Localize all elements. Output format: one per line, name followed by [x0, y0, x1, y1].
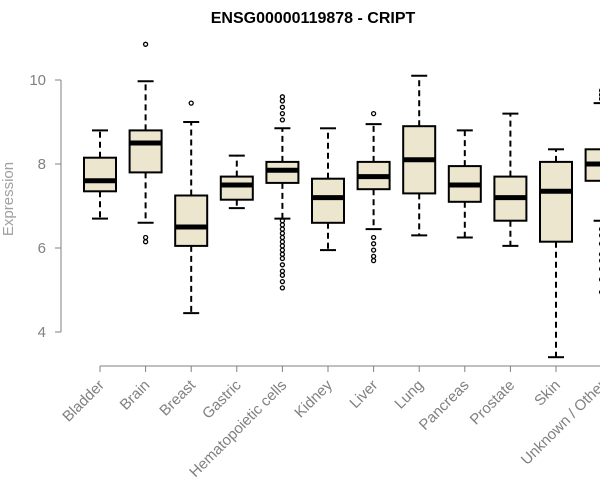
y-tick-label: 10: [29, 72, 46, 89]
outlier-point: [279, 234, 286, 241]
outlier-point: [279, 218, 286, 224]
outlier-point: [279, 222, 286, 228]
outlier-point: [370, 110, 377, 117]
x-tick-label: Liver: [346, 377, 381, 412]
outlier-point: [279, 226, 286, 232]
y-tick-label: 4: [38, 324, 46, 341]
x-tick-label: Lung: [391, 377, 427, 413]
outlier-point: [279, 98, 286, 104]
x-tick-label: Pancreas: [416, 377, 473, 434]
outlier-point: [279, 239, 286, 245]
outlier-point: [370, 257, 377, 264]
box-iqr: [83, 156, 117, 193]
x-tick-label: Brain: [117, 377, 154, 414]
x-tick-label: Prostate: [467, 377, 519, 429]
outlier-point: [279, 255, 286, 262]
outlier-point: [279, 272, 286, 278]
outlier-point: [279, 278, 286, 285]
outlier-point: [142, 41, 149, 47]
box-iqr: [128, 129, 163, 174]
outlier-point: [279, 230, 286, 236]
box-iqr: [219, 175, 254, 201]
y-tick-label: 8: [38, 156, 46, 173]
outlier-point: [370, 234, 377, 241]
x-tick-label: Breast: [156, 376, 199, 419]
outlier-point: [279, 285, 286, 291]
outlier-point: [279, 110, 286, 117]
box-iqr: [174, 194, 209, 247]
x-tick-label: Kidney: [291, 376, 336, 421]
y-tick-label: 6: [38, 240, 46, 257]
chart-title: ENSG00000119878 - CRIPT: [211, 10, 416, 27]
outlier-point: [370, 247, 377, 253]
x-tick-label: Skin: [531, 377, 564, 410]
outlier-point: [279, 94, 286, 100]
box-iqr: [311, 177, 345, 224]
outlier-point: [370, 253, 377, 260]
outlier-point: [279, 247, 286, 253]
x-tick-label: Gastric: [199, 376, 245, 422]
x-tick-label: Bladder: [59, 377, 108, 426]
y-axis-label: Expression: [0, 162, 17, 236]
outlier-point: [279, 262, 286, 268]
outlier-point: [142, 239, 149, 245]
outlier-point: [279, 117, 286, 123]
outlier-point: [279, 243, 286, 249]
outlier-point: [142, 234, 149, 241]
outlier-point: [188, 100, 194, 106]
outlier-point: [279, 268, 286, 274]
outlier-point: [279, 251, 286, 257]
outlier-point: [370, 241, 377, 247]
outlier-point: [279, 104, 286, 110]
box-iqr: [539, 160, 573, 243]
